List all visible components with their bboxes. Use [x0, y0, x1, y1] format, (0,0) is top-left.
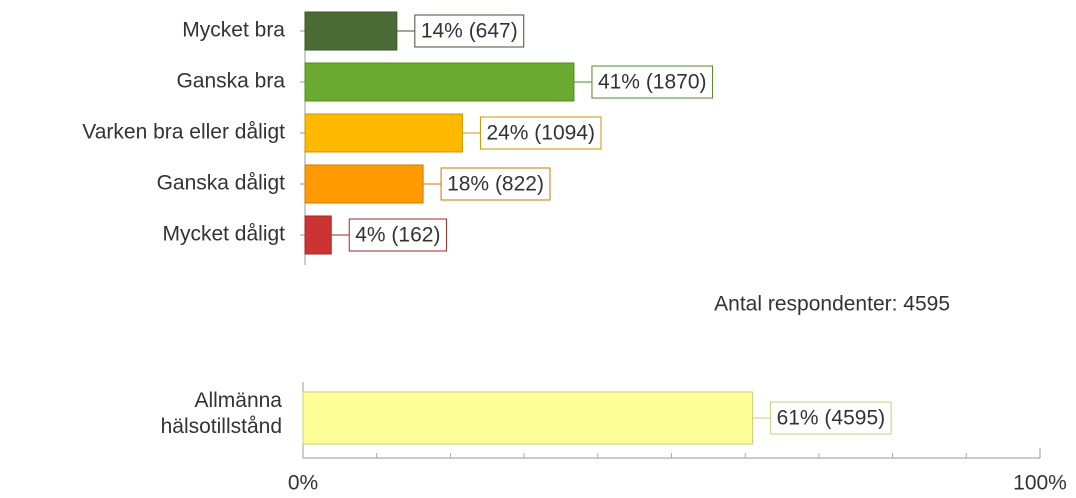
value-label: 14% (647)	[421, 20, 518, 43]
value-label-box	[414, 14, 525, 48]
bar	[304, 62, 575, 102]
bar	[304, 11, 398, 51]
y-tick-label: Varken bra eller dåligt	[82, 121, 285, 144]
bar	[304, 113, 463, 153]
bar	[304, 215, 332, 255]
bar	[302, 391, 754, 445]
y-tick-label: Allmänna hälsotillstånd	[160, 389, 282, 438]
y-tick-label: Mycket dåligt	[162, 223, 285, 246]
annotation: Antal respondenter: 4595	[714, 293, 950, 316]
y-tick-label: Ganska dåligt	[157, 172, 286, 195]
value-label-box	[440, 167, 551, 201]
x-tick-label: 0%	[288, 472, 318, 495]
y-tick-label: Ganska bra	[176, 70, 285, 93]
value-label: 4% (162)	[355, 224, 440, 247]
value-label: 61% (4595)	[777, 407, 886, 430]
value-label-box	[348, 218, 447, 252]
value-label: 24% (1094)	[486, 122, 595, 145]
value-label: 41% (1870)	[598, 71, 707, 94]
value-label: 18% (822)	[447, 173, 544, 196]
y-tick-label: Mycket bra	[182, 19, 285, 42]
value-label-box	[479, 116, 602, 150]
value-label-box	[591, 65, 714, 99]
bar	[304, 164, 424, 204]
x-tick-label: 100%	[1013, 472, 1067, 495]
value-label-box	[770, 401, 892, 435]
